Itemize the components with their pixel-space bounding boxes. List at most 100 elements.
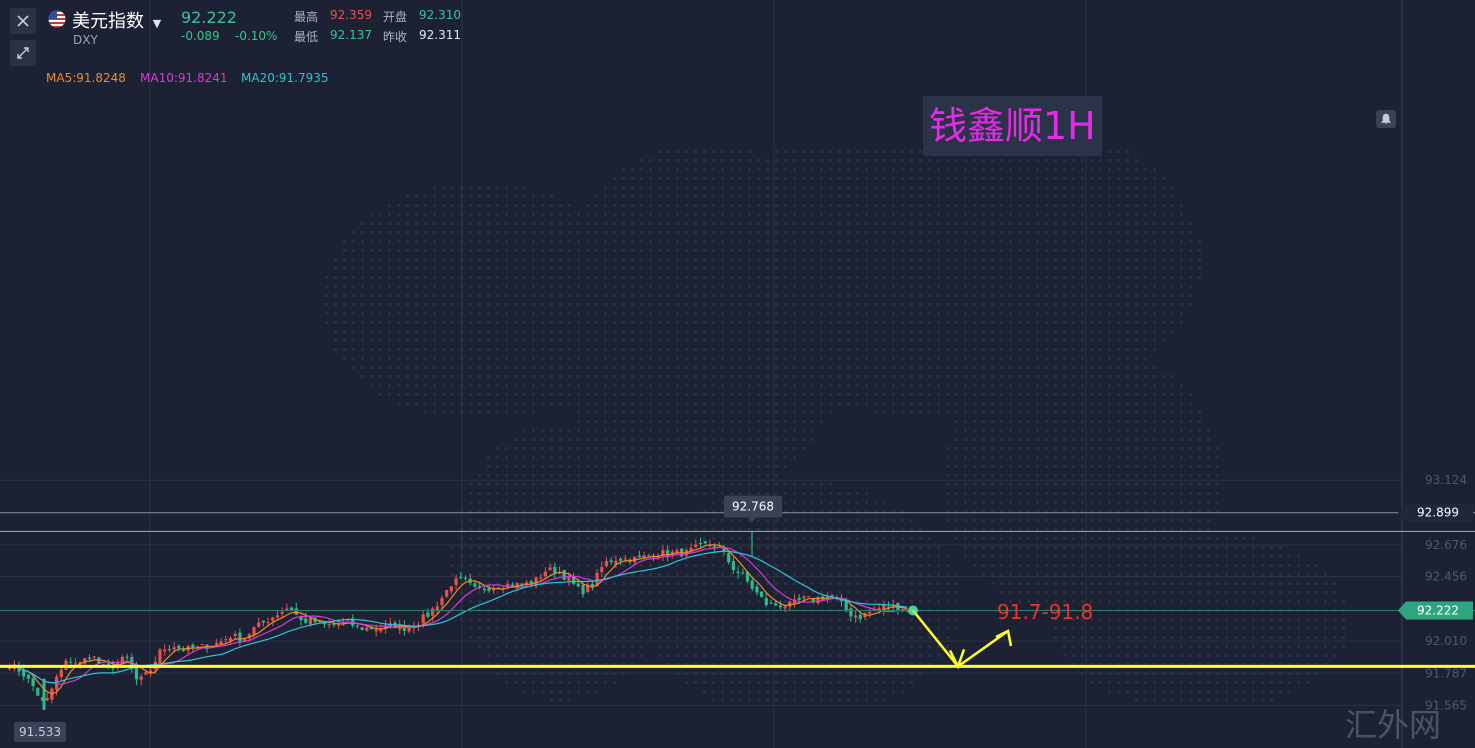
candle-45 (219, 637, 223, 645)
candle-186 (882, 601, 886, 616)
y-tick-0: 93.124 (1425, 473, 1467, 487)
grid (0, 0, 1402, 748)
candle-17 (87, 654, 92, 662)
candle-41 (200, 644, 204, 646)
candle-24 (120, 654, 124, 667)
prev-close-value: 92.311 (419, 28, 461, 42)
candle-91 (435, 601, 439, 614)
candle-54 (261, 620, 265, 627)
candle-6 (36, 687, 40, 697)
y-tick-4: 91.787 (1425, 666, 1467, 680)
candle-166 (788, 600, 792, 612)
candle-129 (614, 555, 618, 569)
candle-156 (741, 568, 745, 575)
candle-53 (257, 617, 261, 629)
candle-39 (191, 642, 195, 653)
candle-163 (774, 600, 778, 606)
candle-99 (473, 580, 477, 589)
low-label: 最低 (294, 30, 319, 44)
candle-78 (374, 624, 378, 637)
ma10-line (9, 546, 908, 685)
symbol-name: 美元指数 (72, 11, 144, 32)
candle-148 (703, 540, 707, 545)
close-button[interactable] (10, 8, 36, 34)
candle-159 (755, 583, 759, 596)
candle-80 (384, 620, 388, 634)
open-label: 开盘 (383, 10, 408, 24)
candle-103 (492, 584, 496, 595)
candle-44 (214, 638, 218, 646)
candle-114 (543, 567, 547, 580)
candle-56 (271, 616, 275, 627)
candle-36 (177, 644, 181, 653)
candle-28 (139, 673, 143, 686)
world-map-dots (325, 150, 1345, 702)
candle-135 (642, 551, 646, 561)
candle-73 (351, 614, 355, 629)
candle-34 (167, 644, 171, 653)
candle-174 (825, 592, 829, 603)
prev-close-label: 昨收 (383, 30, 408, 44)
last-price: 92.222 (181, 8, 237, 27)
candle-189 (896, 602, 900, 616)
collapse-arrows-icon (17, 47, 29, 59)
candle-183 (868, 607, 872, 618)
ma20-legend: MA20:91.7935 (241, 71, 329, 85)
ma5-legend: MA5:91.8248 (46, 71, 126, 85)
candle-11 (59, 665, 63, 682)
candle-75 (360, 626, 364, 631)
candle-68 (327, 619, 331, 629)
candle-136 (647, 553, 651, 557)
candle-128 (609, 557, 613, 565)
candle-179 (849, 603, 853, 622)
candle-149 (708, 539, 712, 549)
ma20-line (9, 550, 908, 684)
candle-61 (294, 602, 298, 616)
open-value: 92.310 (419, 8, 461, 22)
candle-33 (163, 644, 167, 656)
last-price-glow (908, 605, 918, 616)
candle-127 (604, 557, 609, 568)
candle-187 (886, 601, 891, 612)
candle-162 (769, 599, 773, 605)
y-tick-3: 92.010 (1425, 634, 1467, 648)
annotation-title: 钱鑫顺1H (923, 96, 1102, 156)
candle-111 (529, 579, 533, 587)
candle-8 (45, 692, 49, 702)
candle-93 (445, 589, 449, 598)
candle-153 (727, 551, 731, 565)
candle-161 (764, 593, 768, 607)
candle-131 (623, 555, 627, 563)
candle-157 (745, 571, 750, 584)
candle-140 (666, 545, 670, 562)
y-tick-1: 92.676 (1425, 538, 1467, 552)
candle-2 (17, 661, 21, 677)
candle-42 (205, 644, 209, 653)
collapse-button[interactable] (10, 40, 36, 66)
candle-67 (322, 622, 327, 628)
candle-123 (586, 583, 590, 593)
candle-125 (595, 568, 599, 587)
alert-bell-button[interactable] (1376, 110, 1396, 128)
candle-170 (807, 596, 811, 598)
candle-105 (501, 586, 505, 594)
candle-9 (50, 687, 54, 704)
candle-126 (600, 561, 604, 577)
candle-124 (590, 580, 594, 591)
candle-120 (572, 573, 576, 586)
candle-48 (233, 630, 237, 640)
close-icon (17, 15, 29, 27)
candle-18 (92, 656, 96, 660)
candle-130 (619, 556, 623, 566)
symbol-selector[interactable]: 美元指数 ▼ (72, 7, 161, 33)
candle-146 (694, 540, 698, 548)
candle-101 (482, 585, 486, 594)
candle-154 (731, 557, 735, 574)
candle-57 (275, 610, 280, 620)
dropdown-caret-icon: ▼ (152, 17, 162, 30)
candle-25 (125, 653, 129, 662)
y-tick-5: 91.565 (1425, 698, 1467, 712)
low-value: 92.137 (330, 28, 372, 42)
